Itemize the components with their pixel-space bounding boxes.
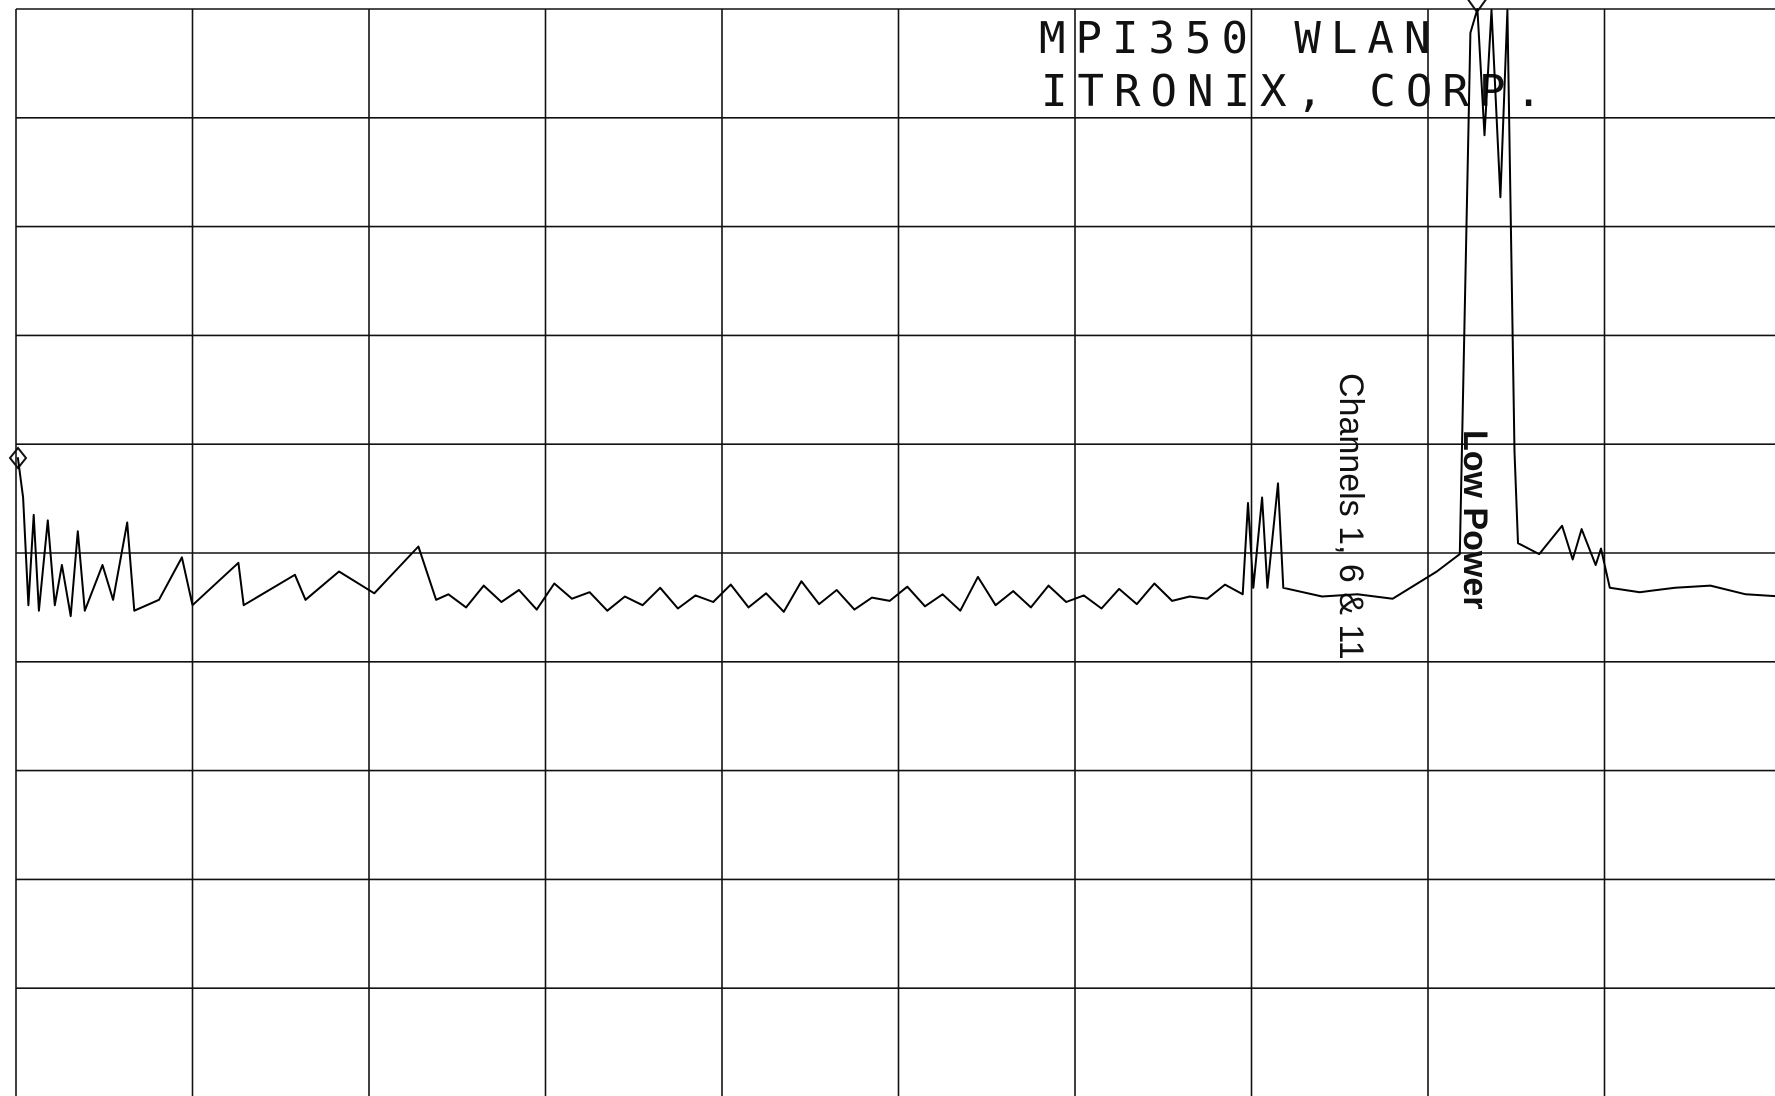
grid <box>15 8 1775 1096</box>
chart-title: MPI350 WLAN <box>1039 13 1440 64</box>
trace <box>16 8 1775 618</box>
chart-subtitle: ITRONIX, CORP. <box>1041 66 1552 117</box>
marker-diamond <box>8 446 28 470</box>
annotation: Channels 1, 6 & 11 <box>1332 373 1370 660</box>
